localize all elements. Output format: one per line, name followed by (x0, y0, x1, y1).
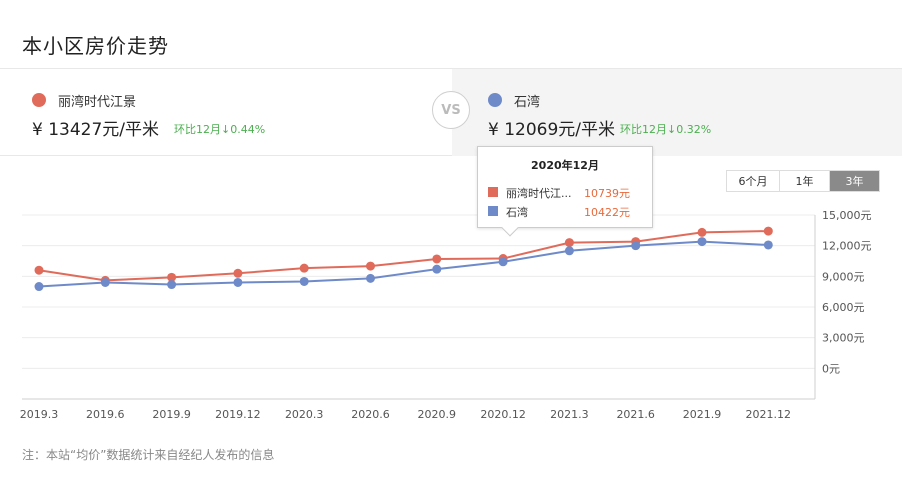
range-tab-1-year[interactable]: 1年 (779, 171, 829, 191)
series-1-point (564, 246, 574, 256)
series-0-point (233, 268, 243, 278)
y-tick-label: 3,000元 (822, 332, 865, 345)
tooltip-community-swatch (488, 187, 498, 197)
y-tick-label: 6,000元 (822, 301, 865, 314)
series-1-point (233, 277, 243, 287)
area-color-dot (488, 93, 502, 107)
tooltip-row-name: 丽湾时代江... (506, 187, 572, 200)
area-name: 石湾 (514, 95, 541, 110)
community-mom-change: 环比12月↓0.44% (174, 123, 266, 136)
data-source-note: 注：本站“均价”数据统计来自经纪人发布的信息 (22, 448, 275, 462)
tooltip-row-name: 石湾 (506, 206, 528, 219)
series-1-point (167, 280, 177, 290)
compare-right-background (452, 69, 902, 156)
y-tick-label: 0元 (822, 362, 840, 375)
series-0-point (697, 227, 707, 237)
page-title: 本小区房价走势 (22, 34, 169, 58)
x-tick-label: 2021.3 (550, 408, 589, 421)
time-range-tabs: 6个月 1年 3年 (726, 170, 880, 192)
series-line-1 (38, 240, 769, 288)
tooltip-area-swatch (488, 206, 498, 216)
area-price: ¥ 12069元/平米 (488, 120, 616, 140)
area-mom-change: 环比12月↓0.32% (620, 123, 712, 136)
x-tick-label: 2020.3 (285, 408, 324, 421)
tooltip-row-area: 石湾 10422元 (488, 204, 648, 219)
x-tick-label: 2019.3 (20, 408, 59, 421)
x-tick-label: 2020.9 (418, 408, 457, 421)
series-1-point (299, 276, 309, 286)
series-1-point (763, 240, 773, 250)
tooltip-row-value: 10422元 (584, 206, 630, 219)
x-tick-label: 2021.12 (746, 408, 792, 421)
series-0-point (167, 272, 177, 282)
tooltip-row-community: 丽湾时代江... 10739元 (488, 185, 648, 200)
price-compare-panel: 丽湾时代江景 ¥ 13427元/平米 环比12月↓0.44% VS 石湾 ¥ 1… (0, 68, 902, 156)
range-tab-6-months[interactable]: 6个月 (727, 171, 779, 191)
y-tick-label: 9,000元 (822, 270, 865, 283)
tooltip-row-value: 10739元 (584, 187, 630, 200)
y-tick-label: 15,000元 (822, 209, 872, 222)
series-1-point (631, 241, 641, 251)
range-tab-3-years[interactable]: 3年 (829, 171, 879, 191)
community-color-dot (32, 93, 46, 107)
series-0-point (432, 254, 442, 264)
x-tick-label: 2021.9 (683, 408, 722, 421)
series-0-point (564, 238, 574, 248)
series-1-point (366, 273, 375, 283)
price-trend-chart: 15,000元 12,000元 9,000元 6,000元 3,000元 0元 2019.3… (20, 209, 872, 421)
x-tick-label: 2020.6 (351, 408, 390, 421)
series-0-point (763, 226, 773, 236)
x-tick-label: 2019.6 (86, 408, 125, 421)
series-1-point (498, 257, 508, 267)
series-1-point (34, 282, 44, 292)
series-1-point (432, 264, 442, 274)
series-0-point (299, 263, 309, 273)
community-price: ¥ 13427元/平米 (32, 120, 160, 140)
vs-badge: VS (432, 91, 470, 129)
x-tick-label: 2019.9 (152, 408, 191, 421)
series-1-point (100, 277, 110, 287)
community-name: 丽湾时代江景 (58, 95, 137, 110)
x-tick-label: 2019.12 (215, 408, 261, 421)
series-0-point (366, 261, 375, 271)
tooltip-title: 2020年12月 (531, 159, 599, 172)
x-tick-label: 2020.12 (480, 408, 526, 421)
x-tick-label: 2021.6 (616, 408, 655, 421)
chart-tooltip: 2020年12月 丽湾时代江... 10739元 石湾 10422元 (477, 146, 653, 237)
series-1-point (697, 237, 707, 247)
y-tick-label: 12,000元 (822, 240, 872, 253)
series-0-point (34, 265, 44, 275)
series-line-0 (38, 230, 769, 282)
